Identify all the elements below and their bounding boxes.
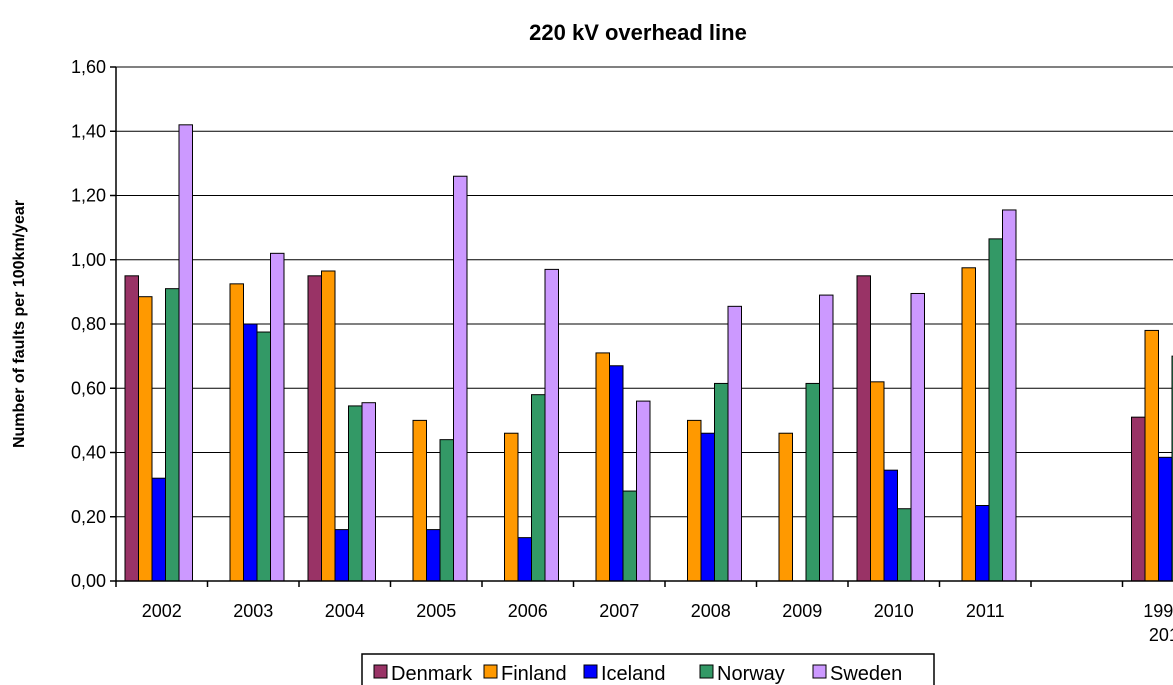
bar-finland [412,419,427,582]
bar-norway [805,382,820,582]
x-tick-label: 2007 [599,601,639,621]
y-tick-label: 0,80 [71,314,106,334]
x-tick-sublabel: 2011 [1149,625,1173,645]
bar-iceland [334,529,349,582]
x-tick-label: 2010 [874,601,914,621]
legend-swatch-sweden [812,664,827,679]
bar-norway [439,439,454,582]
bar-sweden [361,402,376,582]
bar-norway [165,288,180,582]
legend-swatch-norway [699,664,714,679]
bar-norway [897,508,912,582]
x-tick-label: 2006 [508,601,548,621]
bar-iceland [517,537,532,582]
gridlines [116,66,1173,518]
bar-denmark [124,275,139,582]
bar-sweden [270,252,285,582]
y-tick-label: 0,60 [71,378,106,398]
x-tick-label: 2003 [233,601,273,621]
chart-title: 220 kV overhead line [529,20,747,45]
bar-finland [870,381,885,582]
x-tick-label: 1996– [1143,601,1173,621]
bar-finland [138,296,153,582]
x-axis-ticks: 2002 2003 2004 2005 2006 2007 2008 2009 2010 2011… [115,581,1173,645]
bar-finland [687,419,702,582]
y-tick-label: 0,20 [71,507,106,527]
legend-swatch-iceland [583,664,598,679]
bar-finland [229,283,244,582]
legend-label-norway: Norway [717,663,785,685]
bar-norway [531,394,546,582]
bar-norway [714,382,729,582]
y-axis-label: Number of faults per 100km/year [11,200,28,448]
bar-iceland [700,432,715,582]
x-tick-label: 2002 [142,601,182,621]
bar-iceland [426,529,441,582]
bar-norway [988,238,1003,582]
bar-sweden [1002,209,1017,582]
bar-denmark [856,275,871,582]
y-tick-label: 0,40 [71,443,106,463]
bar-iceland [609,365,624,582]
bar-finland [778,432,793,582]
bar-finland [595,352,610,582]
legend-label-iceland: Iceland [601,663,666,685]
x-tick-label: 2005 [416,601,456,621]
bar-sweden [636,400,651,582]
y-tick-label: 1,60 [71,57,106,77]
x-tick-label: 2004 [325,601,365,621]
y-tick-label: 1,00 [71,250,106,270]
bar-denmark [307,275,322,582]
x-tick-label: 2009 [782,601,822,621]
bar-iceland [243,323,258,582]
bar-norway [622,490,637,582]
bar-sweden [819,294,834,582]
bar-sweden [727,305,742,582]
legend-swatch-denmark [373,664,388,679]
y-tick-label: 0,00 [71,571,106,591]
bar-finland [504,432,519,582]
bar-sweden [453,175,468,582]
bar-iceland [975,505,990,582]
y-tick-label: 1,20 [71,186,106,206]
legend-label-denmark: Denmark [391,663,473,685]
bar-finland [1144,329,1159,582]
bar-sweden [178,124,193,582]
legend-box [361,653,935,685]
x-tick-label: 2008 [691,601,731,621]
bar-denmark [1131,416,1146,582]
legend-swatch-finland [483,664,498,679]
bar-iceland [883,469,898,582]
y-tick-label: 1,40 [71,121,106,141]
bar-iceland [151,477,166,582]
bar-finland [961,267,976,582]
bar-iceland [1158,456,1173,582]
bar-norway [256,331,271,582]
bar-finland [321,270,336,582]
legend: Denmark Finland Iceland Norway Sweden [361,653,935,685]
legend-label-finland: Finland [501,663,567,685]
bar-sweden [544,268,559,582]
bar-norway [348,405,363,582]
bars [124,124,1173,582]
bar-sweden [910,292,925,582]
legend-label-sweden: Sweden [830,663,902,685]
y-axis-ticks: 0,00 0,20 0,40 0,60 0,80 1,00 1,20 1,40 1,60 [71,57,116,591]
x-tick-label: 2011 [966,601,1005,621]
